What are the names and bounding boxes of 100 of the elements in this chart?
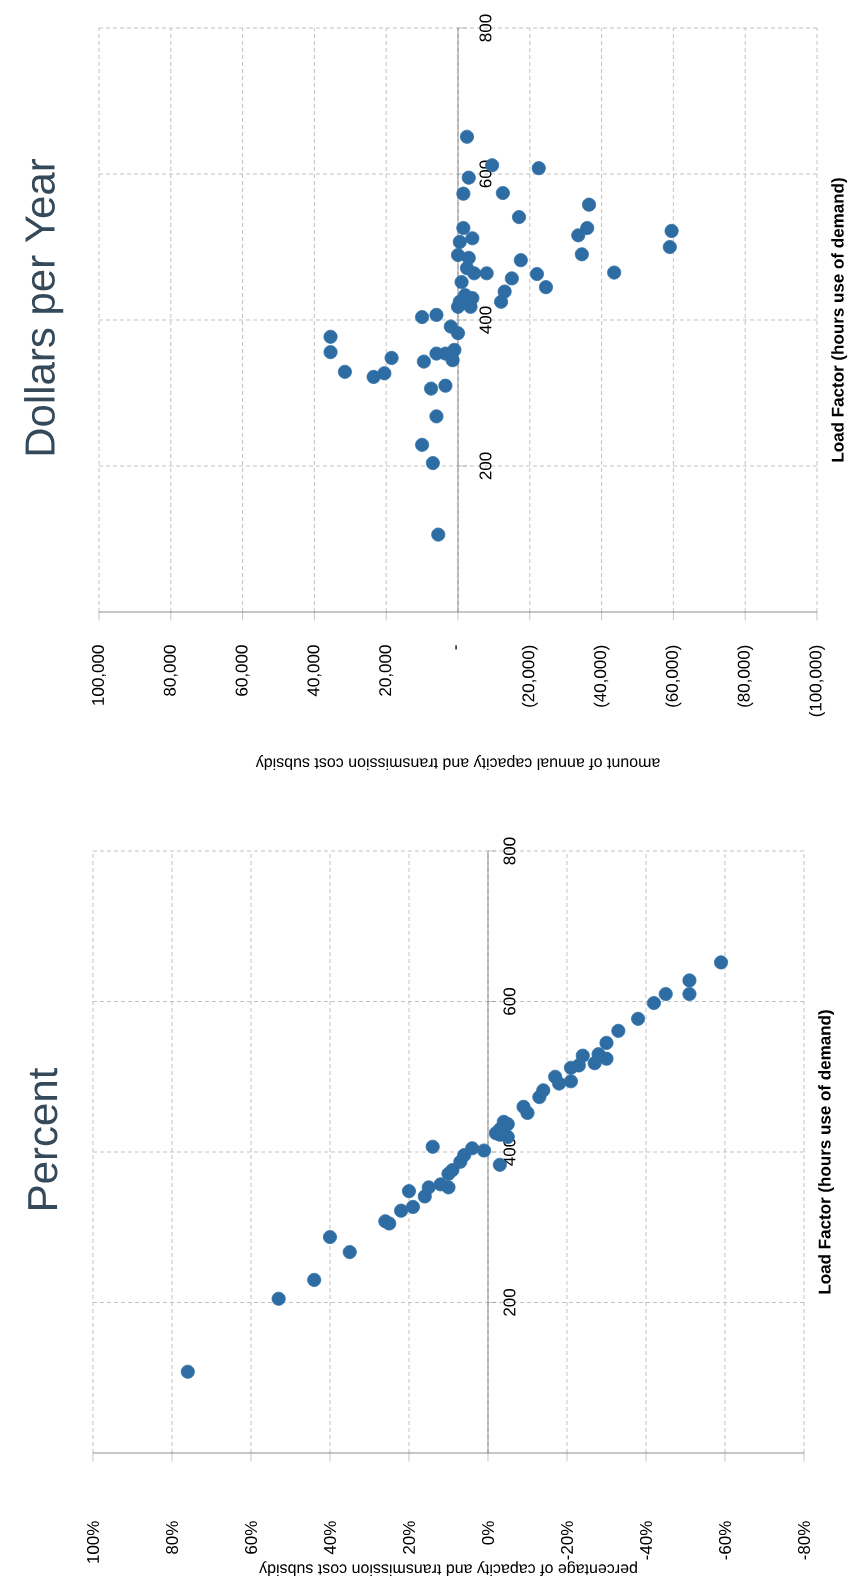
point xyxy=(456,186,471,201)
point xyxy=(664,223,679,238)
x-tick-label: 20,000 xyxy=(379,645,394,696)
point xyxy=(516,1099,531,1114)
point xyxy=(384,350,399,365)
point xyxy=(424,381,439,396)
y-tick-label: 600 xyxy=(503,988,516,1015)
point xyxy=(401,1184,416,1199)
point xyxy=(447,342,462,357)
point xyxy=(582,197,597,212)
x-tick-label: (60,000) xyxy=(665,645,682,707)
point xyxy=(382,1216,397,1231)
x-axis-title: percentage of capacity and transmission cost subsidy xyxy=(259,1561,637,1577)
point xyxy=(662,240,677,254)
point xyxy=(307,1272,322,1287)
x-tick-label: 40,000 xyxy=(307,645,322,697)
point xyxy=(607,265,622,280)
point xyxy=(271,1291,286,1306)
point xyxy=(477,1143,492,1158)
point xyxy=(458,288,473,303)
point xyxy=(599,1035,614,1050)
point xyxy=(450,248,465,263)
y-tick-label: 400 xyxy=(479,306,492,334)
point xyxy=(323,329,338,344)
point xyxy=(575,1048,590,1063)
point xyxy=(682,986,697,1001)
x-tick-label: (80,000) xyxy=(737,645,754,707)
point xyxy=(322,1230,337,1245)
x-axis-title: amount of annual capacity and transmission cost subsidy xyxy=(255,755,660,771)
point xyxy=(180,1364,195,1379)
point xyxy=(571,228,586,243)
point xyxy=(512,210,527,225)
point xyxy=(421,1180,436,1195)
point xyxy=(431,527,446,542)
point xyxy=(337,364,352,379)
point xyxy=(405,1199,420,1214)
x-tick-label: 80,000 xyxy=(163,645,178,696)
point xyxy=(495,185,510,200)
point xyxy=(454,275,469,290)
x-tick-label: (100,000) xyxy=(809,645,825,717)
x-tick-label: 100% xyxy=(86,1521,99,1563)
point xyxy=(538,280,553,295)
point xyxy=(465,1141,480,1156)
x-tick-label: (20,000) xyxy=(521,645,538,707)
point xyxy=(574,247,589,262)
point xyxy=(580,221,595,236)
point xyxy=(479,266,494,281)
x-tick-label: 60,000 xyxy=(235,645,250,696)
point xyxy=(587,1056,602,1071)
text: Dollars per Year xyxy=(24,158,64,455)
point xyxy=(415,310,430,325)
point xyxy=(394,1203,409,1218)
point xyxy=(456,221,471,236)
point xyxy=(461,170,476,185)
y-axis-title: Load Factor (hours use of demand) xyxy=(831,178,848,462)
y-axis-title: Load Factor (hours use of demand) xyxy=(818,1010,834,1294)
point xyxy=(445,1163,460,1178)
point xyxy=(513,253,528,268)
y-tick-label: 800 xyxy=(479,14,492,42)
x-tick-label: 0% xyxy=(481,1521,494,1545)
point xyxy=(425,1139,440,1154)
y-tick-label: 200 xyxy=(479,452,492,480)
point xyxy=(452,234,467,249)
point xyxy=(714,955,729,970)
point xyxy=(342,1245,357,1260)
x-tick-label: (40,000) xyxy=(593,645,610,707)
y-tick-label: 800 xyxy=(503,837,516,865)
point xyxy=(377,366,392,381)
x-tick-label: 20% xyxy=(402,1521,415,1554)
point xyxy=(682,973,697,988)
point xyxy=(465,231,480,246)
point xyxy=(425,456,440,471)
point xyxy=(658,986,673,1001)
point xyxy=(416,354,431,369)
point xyxy=(441,1180,456,1195)
point xyxy=(366,369,381,384)
point xyxy=(429,307,444,322)
point xyxy=(415,437,430,452)
point xyxy=(438,378,453,393)
x-tick-label: 40% xyxy=(323,1521,336,1555)
point xyxy=(552,1076,567,1091)
point xyxy=(531,161,546,176)
x-tick-label: -20% xyxy=(560,1521,573,1560)
point xyxy=(646,996,661,1011)
point xyxy=(599,1051,614,1066)
y-tick-label: 200 xyxy=(503,1288,516,1316)
point xyxy=(323,345,338,360)
point xyxy=(497,284,512,299)
point xyxy=(443,319,458,334)
point xyxy=(429,409,444,424)
point xyxy=(563,1074,578,1089)
x-tick-label: 80% xyxy=(165,1521,178,1554)
x-tick-label: 100,000 xyxy=(91,645,106,705)
point xyxy=(459,129,474,144)
point xyxy=(504,271,519,286)
point xyxy=(529,267,544,282)
x-tick-label: 60% xyxy=(244,1521,257,1554)
x-tick-label: -60% xyxy=(718,1521,731,1560)
point xyxy=(536,1083,551,1098)
x-tick-label: -80% xyxy=(797,1521,810,1560)
